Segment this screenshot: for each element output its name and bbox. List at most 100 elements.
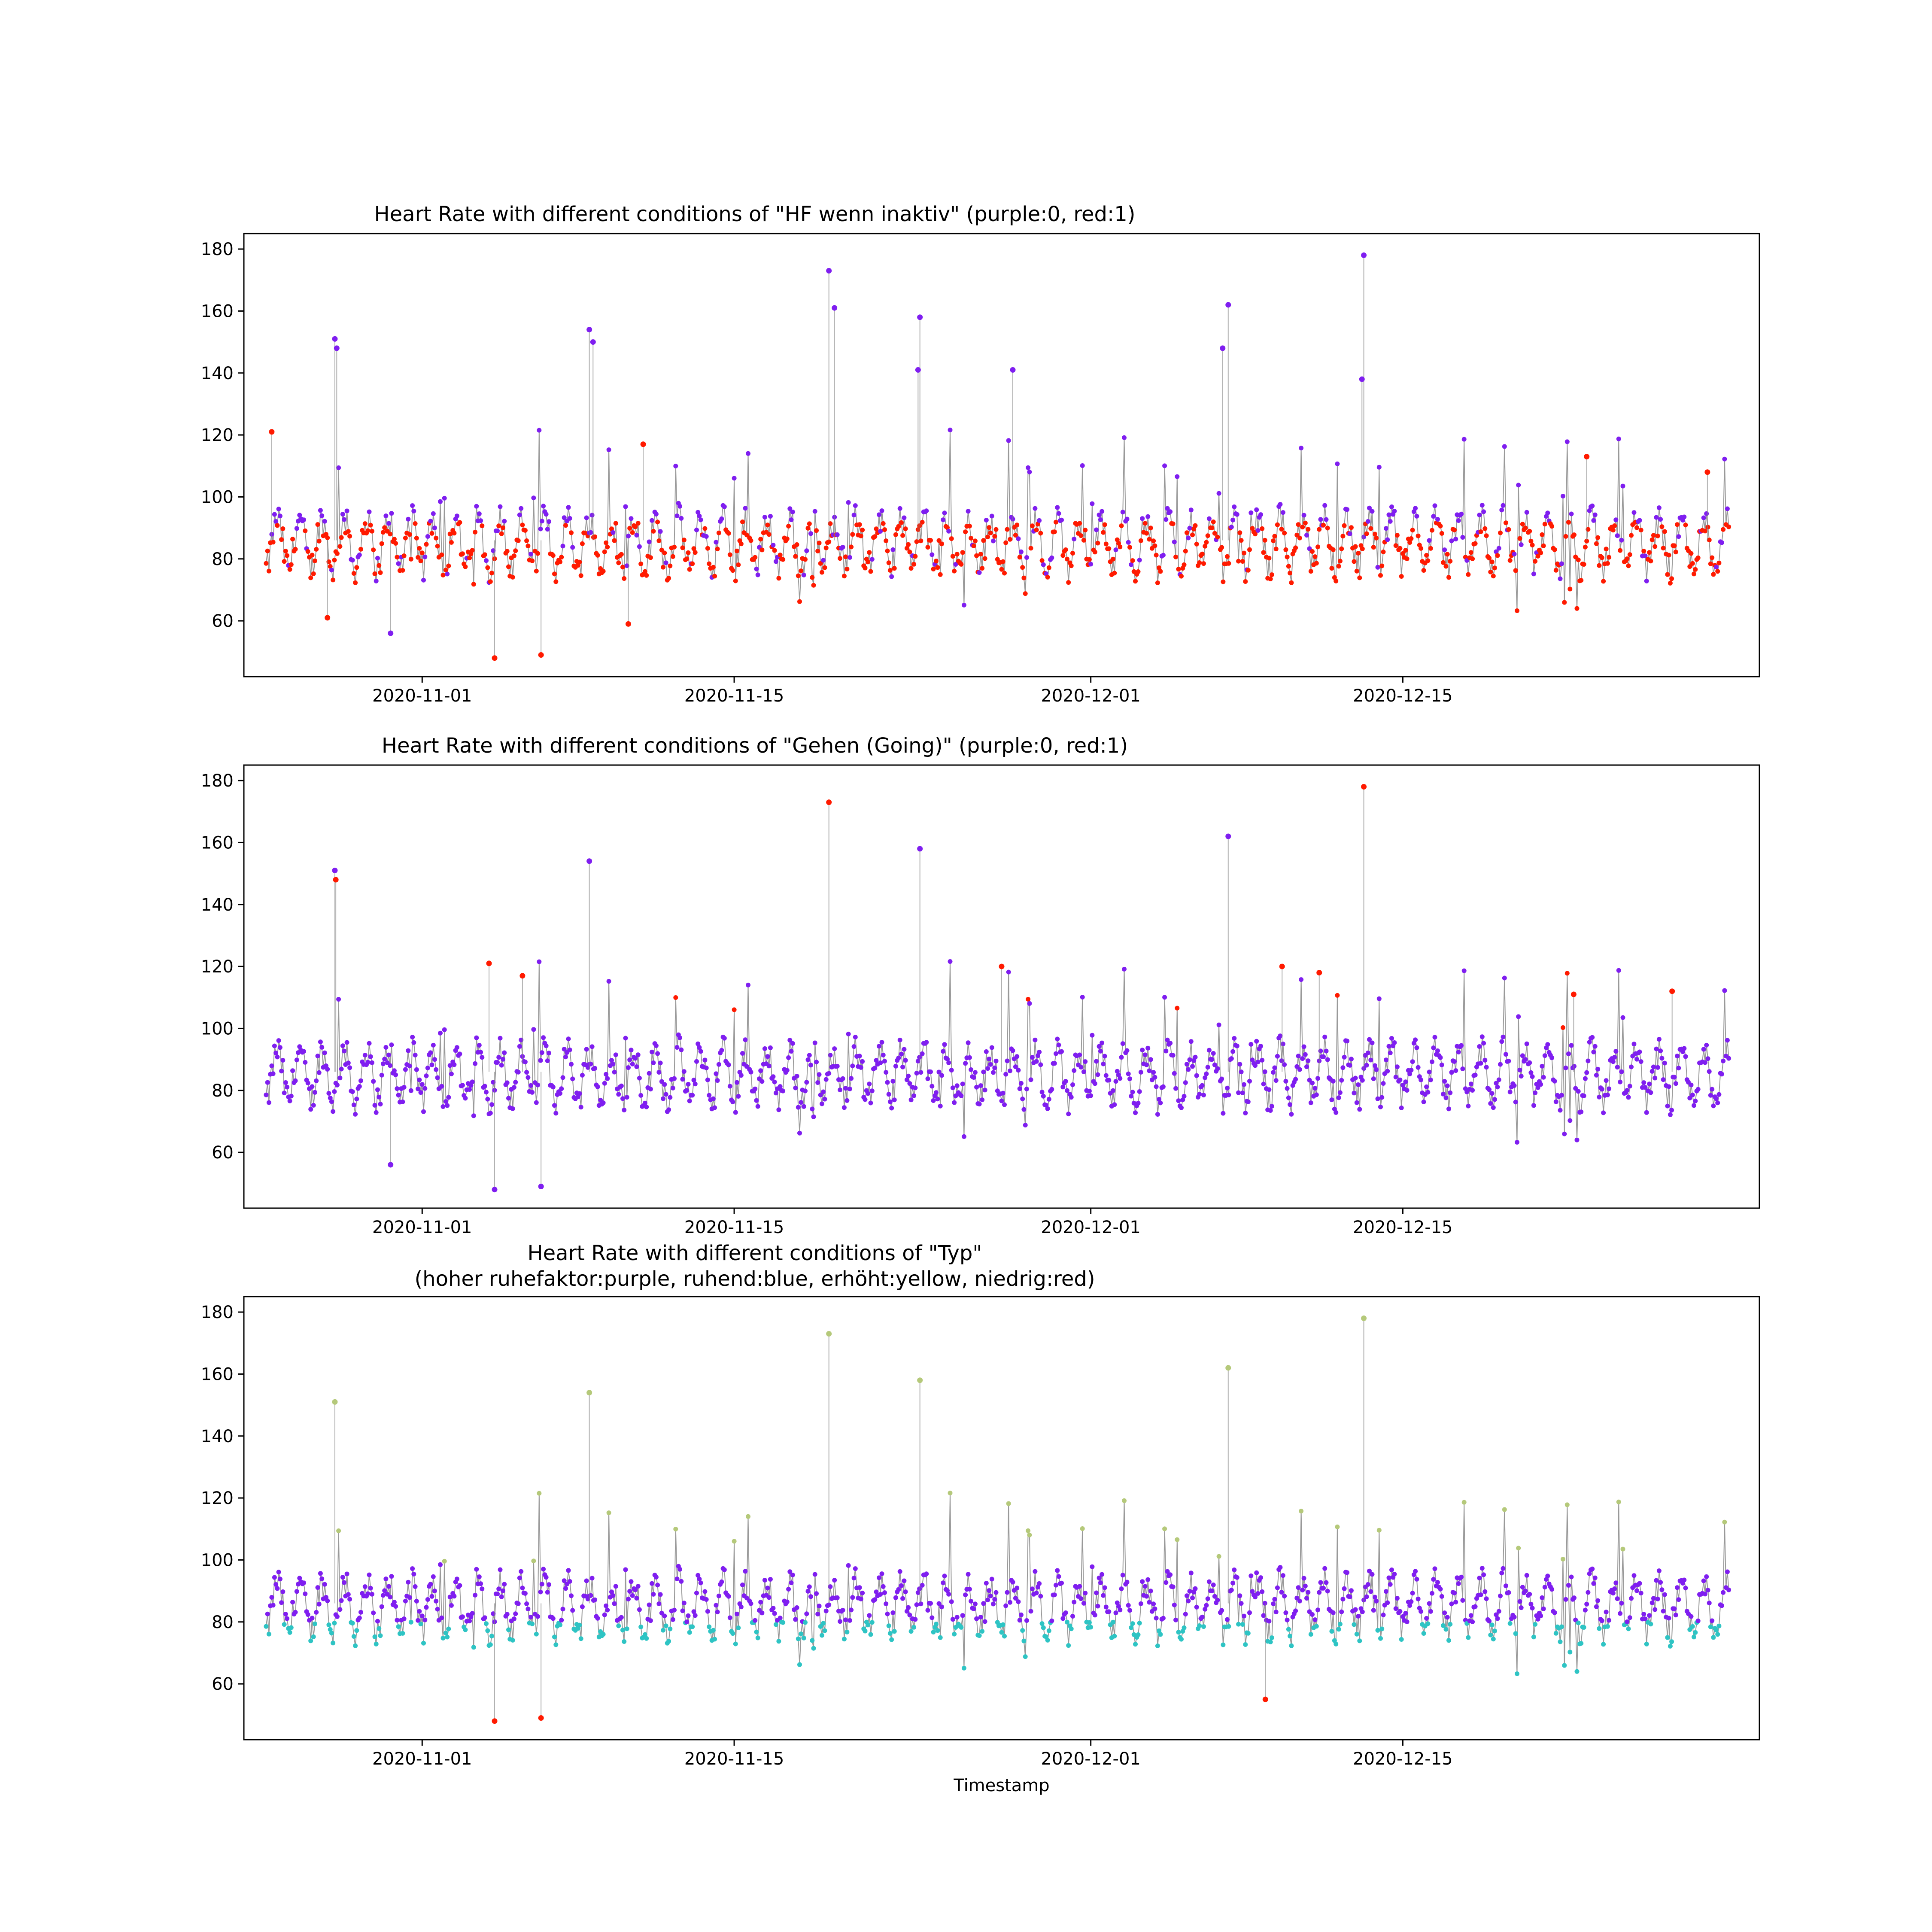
data-point — [987, 1588, 992, 1593]
data-point — [480, 1586, 485, 1592]
data-point — [1245, 1099, 1251, 1104]
data-point — [1599, 555, 1604, 560]
data-point — [411, 1571, 416, 1577]
data-point — [1339, 1078, 1344, 1083]
data-point — [1367, 1568, 1372, 1574]
data-point — [1160, 1084, 1166, 1089]
data-point — [1403, 548, 1408, 553]
data-point — [1226, 1092, 1231, 1097]
data-point — [1353, 1075, 1358, 1081]
data-point — [365, 528, 371, 533]
data-point — [1046, 1628, 1051, 1633]
highlight-point — [1262, 1696, 1268, 1702]
data-point — [735, 1611, 739, 1616]
data-point — [1439, 531, 1444, 536]
data-point — [353, 1112, 358, 1117]
data-point — [1365, 1051, 1370, 1055]
data-point — [978, 1083, 983, 1088]
data-point — [1410, 528, 1415, 533]
data-point — [733, 578, 738, 583]
data-point — [1384, 1057, 1388, 1063]
data-point — [1459, 511, 1464, 516]
data-point — [1569, 1043, 1574, 1048]
data-point — [917, 1055, 922, 1060]
data-point — [413, 1584, 418, 1589]
data-point — [653, 1043, 659, 1048]
data-point — [896, 1055, 901, 1060]
data-point — [936, 1069, 942, 1075]
data-point — [569, 1593, 574, 1598]
data-point — [698, 517, 703, 522]
data-point — [1253, 1595, 1258, 1600]
data-point — [1477, 1576, 1482, 1580]
data-point — [1587, 1571, 1592, 1576]
data-point — [1419, 546, 1424, 551]
data-point — [655, 1051, 660, 1056]
data-point — [659, 547, 664, 553]
data-point — [1234, 1043, 1239, 1048]
data-point — [1101, 530, 1106, 535]
data-point — [778, 1616, 783, 1621]
data-point — [1126, 1071, 1131, 1076]
data-point — [1676, 1066, 1681, 1071]
data-point — [821, 558, 826, 563]
data-point — [1479, 1034, 1485, 1039]
data-point — [1375, 1628, 1380, 1633]
data-point — [1538, 1082, 1543, 1087]
data-point — [1354, 1631, 1359, 1637]
data-point — [331, 1640, 336, 1646]
data-point — [482, 552, 487, 557]
data-point — [1373, 1063, 1377, 1068]
data-point — [439, 1615, 444, 1620]
data-point — [945, 525, 950, 530]
data-point — [616, 560, 621, 565]
data-point — [1574, 1669, 1580, 1674]
data-point — [948, 1491, 953, 1495]
data-point — [897, 1037, 902, 1042]
data-point — [1286, 564, 1291, 569]
data-point — [959, 1093, 964, 1098]
data-point — [1618, 1611, 1623, 1616]
data-point — [1206, 1579, 1212, 1584]
data-point — [370, 529, 374, 534]
data-point — [874, 526, 879, 532]
data-point — [1118, 1607, 1123, 1613]
data-point — [435, 544, 440, 549]
data-point — [902, 1578, 907, 1583]
data-point — [1347, 1063, 1352, 1068]
highlight-point — [826, 799, 832, 805]
data-point — [815, 1612, 820, 1616]
data-point — [1120, 1041, 1125, 1046]
data-point — [1443, 1095, 1449, 1100]
data-point — [804, 1611, 809, 1616]
data-point — [1446, 1106, 1451, 1112]
data-point — [1130, 1090, 1135, 1095]
data-point — [279, 1600, 284, 1605]
data-point — [1562, 1663, 1567, 1668]
data-point — [294, 1057, 299, 1063]
data-point — [1126, 540, 1131, 545]
data-point — [1325, 1589, 1330, 1594]
data-point — [1722, 988, 1727, 993]
highlight-point — [1359, 376, 1365, 382]
highlight-point — [519, 973, 526, 979]
data-point — [1173, 1617, 1179, 1622]
data-point — [681, 538, 687, 543]
data-point — [567, 1047, 572, 1052]
data-point — [1726, 1056, 1732, 1061]
data-point — [297, 1576, 302, 1581]
data-point — [325, 1598, 330, 1603]
data-point — [939, 1073, 944, 1078]
data-point — [1416, 533, 1421, 538]
data-point — [623, 1567, 628, 1572]
data-point — [444, 568, 448, 572]
data-point — [818, 561, 823, 566]
data-point — [589, 513, 595, 518]
data-point — [938, 1103, 943, 1109]
data-point — [1592, 1575, 1598, 1580]
data-point — [275, 523, 280, 528]
data-point — [1713, 1096, 1719, 1101]
data-point — [1581, 562, 1586, 567]
data-point — [377, 563, 382, 568]
data-point — [1124, 1580, 1130, 1585]
